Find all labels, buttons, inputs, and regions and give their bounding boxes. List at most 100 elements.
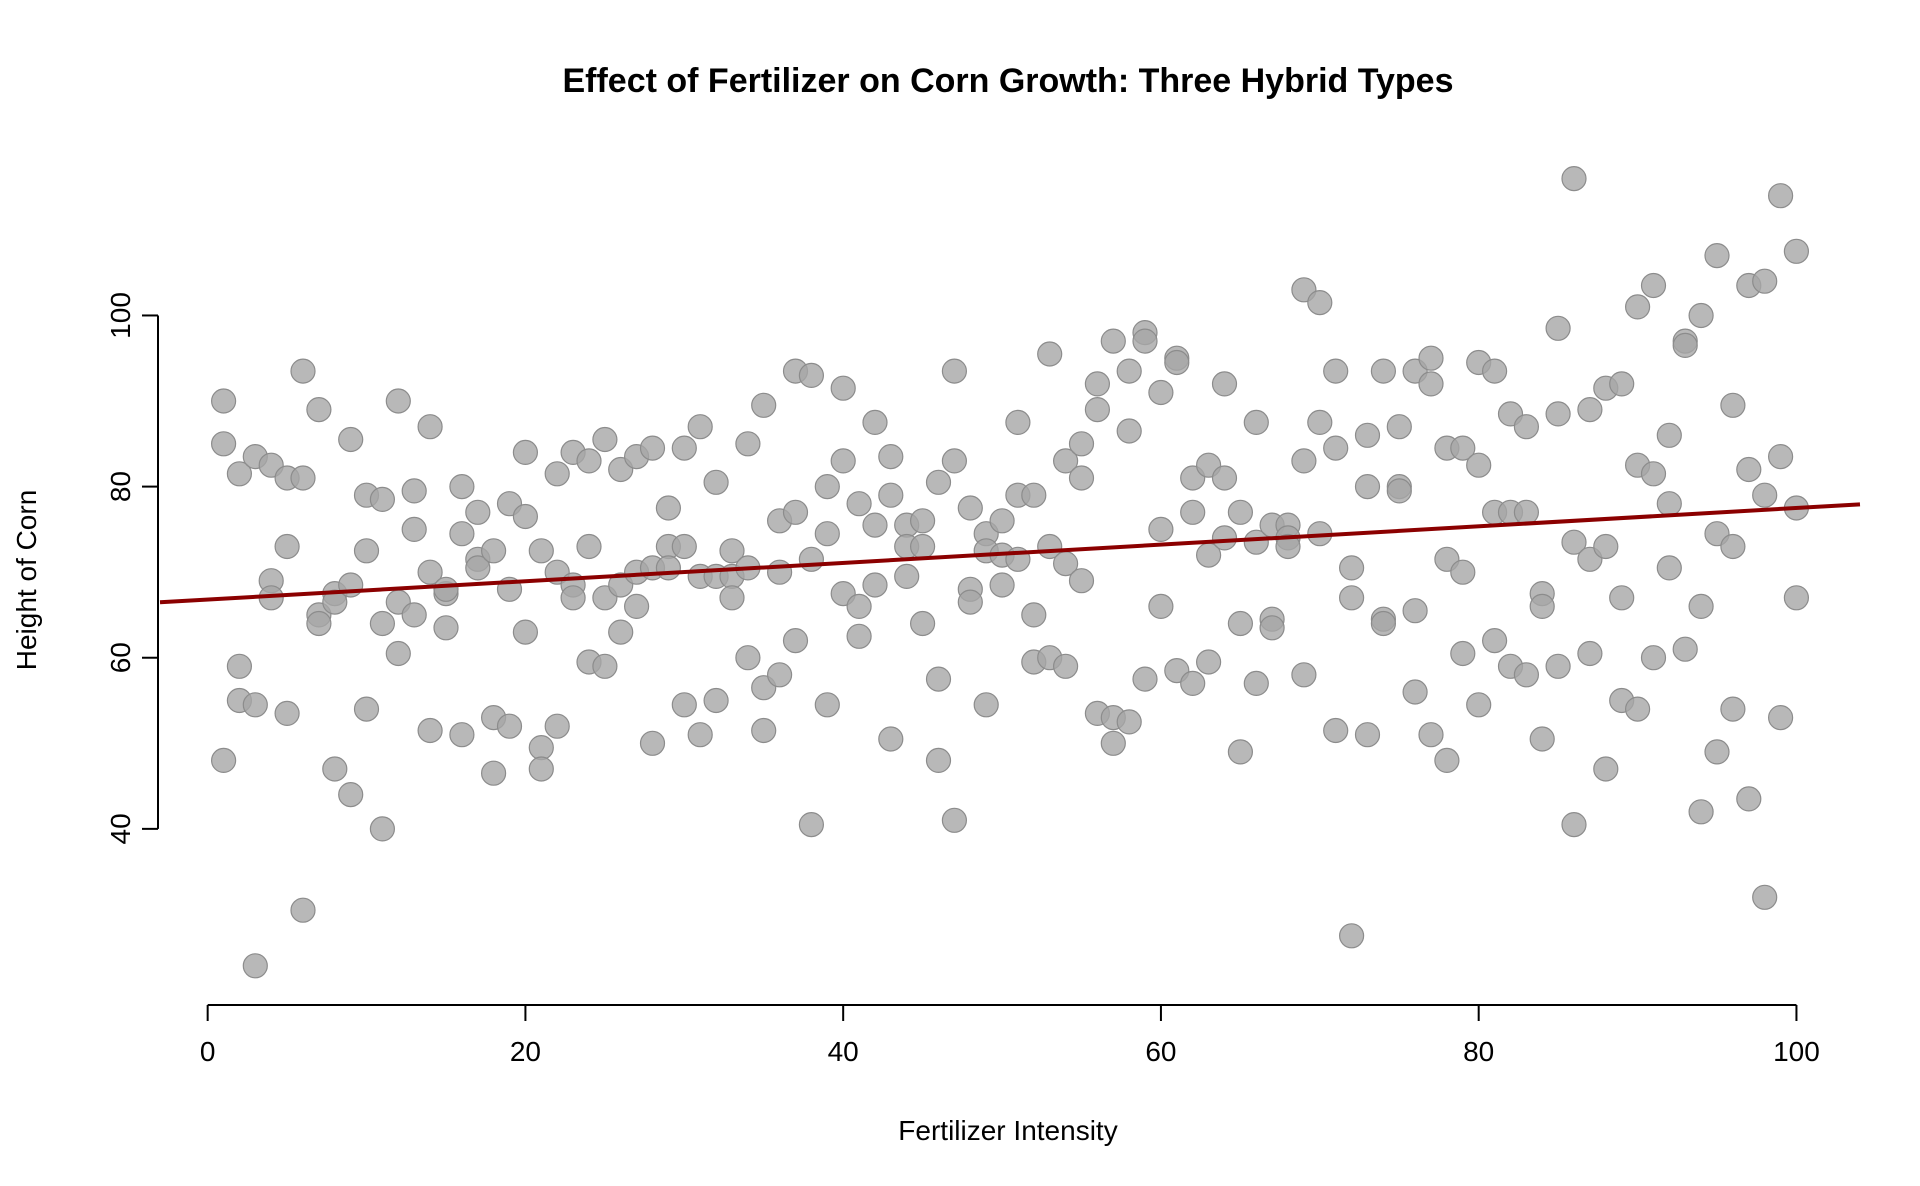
data-point (274, 533, 300, 560)
data-point (703, 469, 729, 495)
data-point (798, 362, 825, 388)
data-point (1545, 653, 1571, 679)
data-point (211, 388, 237, 414)
x-axis: 0 20 40 60 80 100 (200, 1004, 1820, 1067)
data-point (1688, 302, 1714, 329)
data-point (655, 555, 682, 581)
data-point (449, 521, 475, 547)
data-point (1688, 593, 1714, 620)
data-point (639, 435, 666, 461)
data-point (862, 512, 888, 538)
data-point (1640, 272, 1667, 299)
data-point (973, 692, 999, 718)
data-point (1068, 568, 1095, 594)
data-point (290, 465, 316, 491)
data-point (592, 653, 618, 679)
data-point (862, 409, 888, 435)
data-point (1354, 422, 1381, 448)
data-point (369, 610, 395, 637)
chart-title: Effect of Fertilizer on Corn Growth: Thr… (562, 62, 1453, 100)
data-point (1116, 709, 1142, 735)
data-point (1386, 478, 1412, 504)
x-tick-label: 100 (1773, 1036, 1820, 1067)
data-point (703, 687, 729, 714)
data-point (878, 444, 904, 470)
x-tick-label: 20 (510, 1036, 541, 1067)
data-point (1561, 166, 1587, 192)
x-tick-label: 40 (828, 1036, 859, 1067)
data-point (1243, 529, 1269, 555)
data-point (1338, 923, 1365, 949)
data-point (846, 593, 872, 620)
data-point (719, 585, 745, 611)
data-point (481, 760, 507, 786)
data-point (338, 426, 364, 453)
data-point (1084, 371, 1111, 397)
data-point (1418, 345, 1444, 371)
data-point (1450, 435, 1476, 461)
data-point (369, 816, 395, 842)
data-point (1211, 525, 1238, 551)
data-point (528, 756, 554, 782)
data-point (1783, 585, 1810, 611)
data-point (1720, 392, 1746, 418)
data-point (226, 653, 252, 679)
data-point (369, 486, 395, 512)
data-point (878, 726, 904, 752)
data-point (1148, 379, 1174, 406)
data-point (1783, 238, 1810, 264)
data-point (862, 572, 888, 598)
data-point (1418, 722, 1444, 748)
data-point (909, 610, 936, 637)
y-tick-label: 80 (105, 471, 136, 502)
data-point (1577, 397, 1603, 423)
data-point (1307, 290, 1333, 316)
data-point (1338, 585, 1365, 611)
data-point (417, 717, 443, 744)
data-point (1323, 358, 1349, 384)
data-point (1624, 696, 1651, 722)
data-point (925, 469, 952, 495)
data-point (322, 756, 348, 782)
data-point (1164, 349, 1190, 376)
data-point (306, 397, 332, 423)
data-point (1513, 414, 1540, 440)
data-point (1052, 653, 1079, 679)
data-point (1402, 679, 1428, 705)
data-point (957, 495, 983, 521)
data-point (925, 666, 952, 692)
data-point (989, 572, 1015, 598)
data-point (226, 461, 252, 487)
data-point (1100, 328, 1126, 354)
data-point (481, 538, 507, 564)
data-point (544, 713, 570, 739)
data-point (1338, 555, 1365, 581)
data-point (1402, 598, 1428, 624)
data-point (1323, 717, 1349, 744)
y-tick-label: 100 (105, 292, 136, 339)
data-point (353, 696, 380, 722)
data-point (401, 516, 427, 543)
data-point (766, 559, 793, 585)
data-point (242, 953, 268, 979)
data-point (751, 717, 777, 744)
data-point (1704, 739, 1730, 765)
data-point (1640, 645, 1667, 671)
data-point (941, 448, 968, 474)
data-point (592, 426, 618, 453)
data-point (1418, 371, 1444, 397)
data-point (274, 700, 300, 727)
data-point (1100, 730, 1126, 756)
data-point (242, 692, 268, 718)
data-point (671, 533, 697, 560)
data-point (687, 414, 713, 440)
data-point (401, 478, 427, 504)
trend-line (159, 502, 1861, 605)
data-point (1323, 435, 1349, 461)
data-point (1640, 461, 1667, 487)
data-point (623, 593, 650, 620)
data-point (528, 538, 554, 564)
data-point (1767, 183, 1794, 209)
data-point (417, 559, 443, 585)
data-point (608, 619, 634, 645)
